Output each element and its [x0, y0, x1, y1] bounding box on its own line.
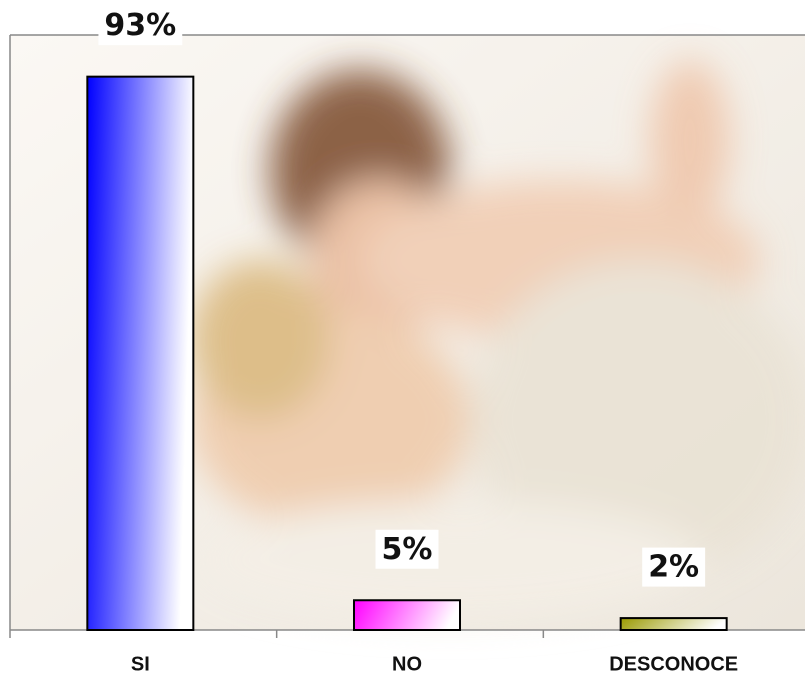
- value-label-bg: [642, 547, 706, 587]
- value-label-bg: [98, 6, 183, 46]
- value-label-bg: [375, 529, 439, 569]
- value-label: 93%: [104, 8, 176, 43]
- x-tick-label: NO: [392, 653, 422, 675]
- x-tick-label: DESCONOCE: [609, 653, 738, 675]
- bar: [619, 617, 728, 631]
- background-photo: [10, 35, 805, 630]
- bar: [353, 599, 461, 631]
- value-label: 2%: [648, 550, 699, 585]
- value-label: 5%: [382, 532, 433, 567]
- x-tick-label: SI: [131, 653, 150, 675]
- bar: [86, 75, 195, 631]
